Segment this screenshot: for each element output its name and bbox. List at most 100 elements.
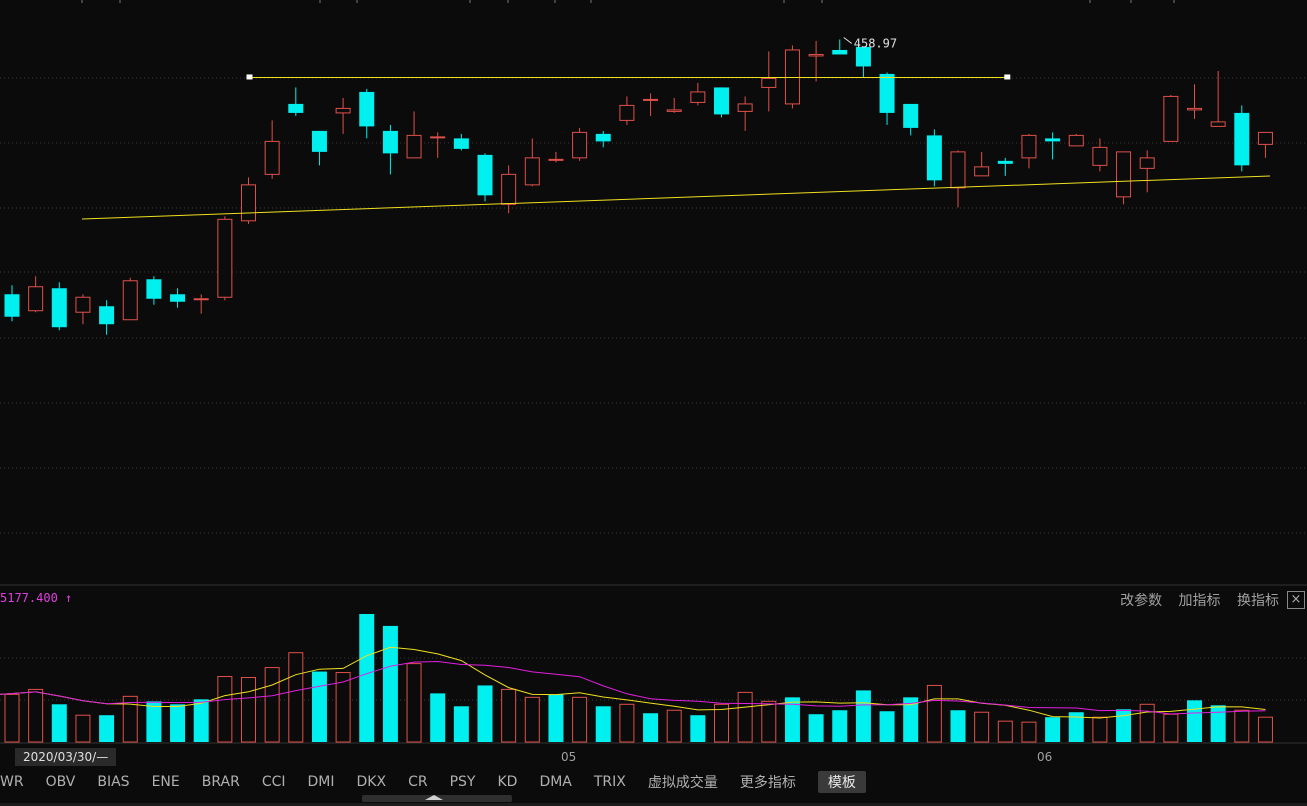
- bottom-divider: [0, 803, 1307, 806]
- volume-bar-down: [193, 699, 209, 742]
- tab-template[interactable]: 模板: [817, 771, 866, 793]
- volume-value-label: 5177.400 ↑: [0, 591, 73, 605]
- candle-body-down: [170, 294, 186, 302]
- candle-body-down: [1234, 112, 1250, 166]
- candle-body-up: [1092, 146, 1108, 166]
- candle-body-up: [619, 104, 635, 121]
- tab-cci[interactable]: CCI: [261, 774, 286, 790]
- tab-trix[interactable]: TRIX: [593, 774, 626, 790]
- volume-bar-up: [619, 703, 635, 743]
- tab-obv[interactable]: OBV: [45, 774, 76, 790]
- candle-body-up: [761, 77, 777, 88]
- candle-body-down: [477, 154, 493, 196]
- tab-cr[interactable]: CR: [408, 774, 428, 790]
- tab-dmi[interactable]: DMI: [307, 774, 335, 790]
- indicator-tools: 改参数 加指标 换指标: [1108, 590, 1279, 610]
- candle-body-down: [382, 130, 398, 154]
- volume-ma-long-line: [0, 660, 1266, 715]
- volume-bar-up: [1092, 716, 1108, 743]
- volume-bar-down: [548, 694, 564, 742]
- month-label-05: 05: [561, 750, 577, 764]
- candle-body-up: [548, 158, 564, 161]
- candle-body-down: [832, 49, 848, 55]
- volume-bar-up: [241, 677, 256, 743]
- tab-psy[interactable]: PSY: [449, 774, 476, 790]
- volume-bar-down: [784, 697, 800, 742]
- volume-bar-down: [808, 714, 824, 742]
- volume-bar-up: [217, 676, 233, 743]
- volume-bar-down: [477, 685, 493, 742]
- high-price-label: 458.97: [854, 36, 897, 50]
- scroll-up-icon[interactable]: [425, 795, 443, 800]
- volume-bar-up: [122, 695, 138, 743]
- volume-bar-down: [170, 704, 186, 742]
- candle-body-up: [406, 134, 422, 159]
- volume-bar-up: [288, 652, 304, 743]
- candle-body-up: [666, 109, 682, 112]
- volume-bar-down: [1210, 705, 1226, 742]
- tab-wr[interactable]: WR: [0, 774, 24, 790]
- volume-bar-down: [359, 614, 375, 742]
- tab-virtual-volume[interactable]: 虚拟成交量: [647, 775, 718, 791]
- volume-bar-down: [382, 625, 398, 742]
- tab-brar[interactable]: BRAR: [201, 774, 240, 790]
- candle-body-up: [1187, 107, 1202, 111]
- crosshair-date-label: 2020/03/30/—: [15, 748, 117, 766]
- volume-bar-up: [335, 672, 351, 743]
- volume-bar-up: [1163, 713, 1179, 743]
- volume-bar-down: [879, 711, 895, 742]
- switch-indicator-button[interactable]: 换指标: [1237, 593, 1279, 609]
- volume-ma-short-line: [0, 646, 1266, 719]
- volume-bar-up: [926, 684, 942, 743]
- volume-bar-up: [666, 709, 682, 743]
- high-marker-arrow: [843, 37, 853, 44]
- volume-bar-up: [714, 703, 729, 743]
- candle-body-down: [714, 87, 729, 115]
- candle-body-up: [1068, 134, 1084, 147]
- volume-bar-down: [595, 706, 611, 742]
- volume-bar-up: [75, 714, 91, 743]
- tab-bias[interactable]: BIAS: [97, 774, 130, 790]
- candle-body-up: [974, 166, 990, 177]
- candle-body-up: [1139, 157, 1155, 169]
- tab-more-indicators[interactable]: 更多指标: [739, 775, 796, 791]
- change-params-button[interactable]: 改参数: [1120, 593, 1163, 609]
- tab-dkx[interactable]: DKX: [356, 774, 387, 790]
- candle-body-up: [737, 103, 753, 112]
- volume-bar-up: [264, 667, 280, 743]
- volume-bar-down: [99, 715, 115, 742]
- resistance-handle-right: [1004, 74, 1011, 80]
- candle-body-up: [430, 136, 446, 139]
- volume-bar-up: [974, 711, 990, 743]
- candle-body-down: [453, 138, 469, 149]
- tab-ene[interactable]: ENE: [151, 774, 180, 790]
- volume-bar-down: [903, 697, 919, 742]
- up-arrow-icon: ↑: [65, 591, 73, 605]
- candle-body-up: [524, 157, 540, 186]
- volume-bar-down: [643, 713, 659, 742]
- indicator-tab-bar: WR OBV BIAS ENE BRAR CCI DMI DKX CR PSY …: [0, 770, 1307, 794]
- month-label-06: 06: [1037, 750, 1053, 764]
- candle-body-up: [122, 280, 138, 321]
- tab-kd[interactable]: KD: [497, 774, 518, 790]
- support-line: [81, 175, 1271, 220]
- candle-body-up: [264, 140, 280, 175]
- volume-bar-down: [453, 706, 469, 742]
- candle-body-up: [28, 286, 44, 312]
- candle-body-down: [99, 306, 115, 325]
- candle-body-down: [146, 279, 162, 299]
- candle-body-up: [335, 107, 351, 114]
- candle-body-up: [193, 298, 209, 301]
- candle-body-down: [926, 135, 942, 181]
- close-panel-icon[interactable]: ×: [1287, 591, 1305, 609]
- volume-bar-up: [1234, 709, 1250, 743]
- add-indicator-button[interactable]: 加指标: [1178, 593, 1221, 609]
- candle-body-down: [997, 160, 1013, 164]
- candle-body-down: [879, 73, 895, 113]
- volume-bar-up: [572, 696, 588, 743]
- volume-bar-down: [1068, 712, 1084, 742]
- tab-dma[interactable]: DMA: [539, 774, 572, 790]
- candle-body-up: [1163, 95, 1179, 142]
- candle-body-up: [75, 296, 91, 313]
